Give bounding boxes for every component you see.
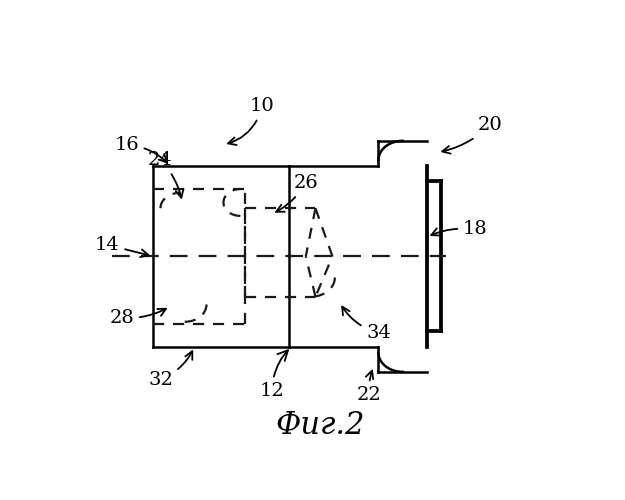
Text: 16: 16 xyxy=(114,136,167,162)
Text: 22: 22 xyxy=(356,370,381,404)
Text: 12: 12 xyxy=(259,350,288,400)
Text: 32: 32 xyxy=(148,351,192,389)
Text: Фиг.2: Фиг.2 xyxy=(276,410,365,441)
Text: 14: 14 xyxy=(95,236,149,257)
Text: 28: 28 xyxy=(109,308,166,327)
Text: 20: 20 xyxy=(442,116,503,154)
Text: 26: 26 xyxy=(276,174,318,212)
Text: 24: 24 xyxy=(148,151,183,198)
Text: 18: 18 xyxy=(431,220,488,238)
Text: 10: 10 xyxy=(228,97,274,145)
Text: 34: 34 xyxy=(342,306,391,342)
